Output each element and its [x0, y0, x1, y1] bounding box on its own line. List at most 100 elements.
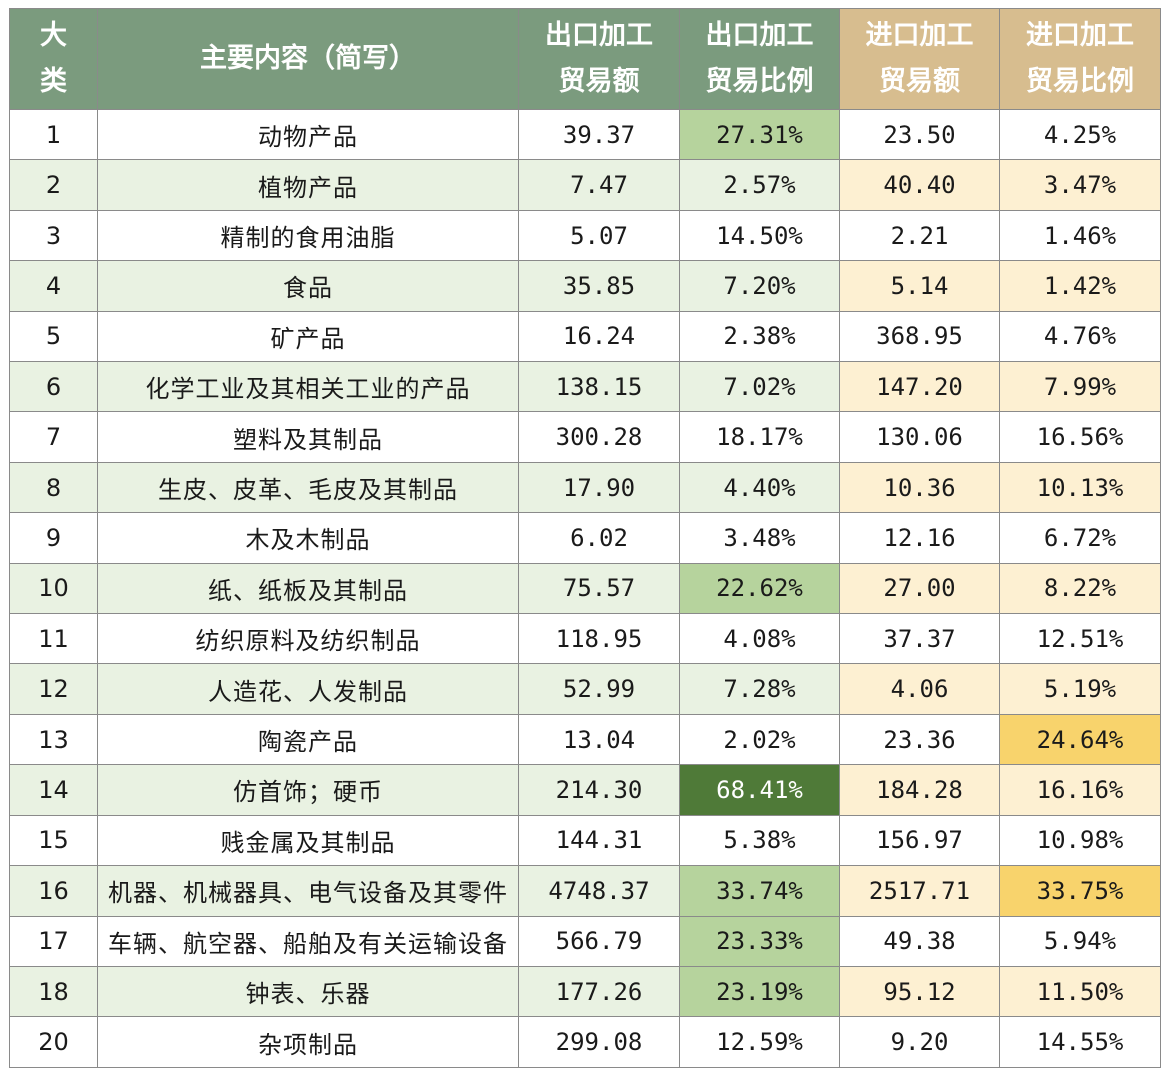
export-ratio-cell: 5.38% — [679, 814, 840, 867]
export-ratio-cell: 7.02% — [679, 361, 840, 413]
item-name-cell: 车辆、航空器、船舶及有关运输设备 — [97, 915, 519, 967]
category-cell: 15 — [9, 814, 98, 867]
category-cell: 16 — [9, 865, 98, 917]
export-ratio-cell: 2.38% — [679, 310, 840, 363]
table-row: 14 仿首饰；硬币 214.30 68.41% 184.28 16.16% — [9, 764, 1161, 816]
export-amount-cell: 300.28 — [518, 411, 680, 463]
export-amount-cell: 35.85 — [518, 260, 680, 312]
import-amount-cell: 368.95 — [839, 310, 1000, 363]
item-name-cell: 生皮、皮革、毛皮及其制品 — [97, 461, 519, 514]
import-ratio-cell: 14.55% — [999, 1016, 1161, 1068]
category-cell: 3 — [9, 209, 98, 262]
import-amount-cell: 23.36 — [839, 713, 1000, 766]
import-ratio-cell: 5.94% — [999, 915, 1161, 967]
export-ratio-cell: 4.08% — [679, 613, 840, 665]
category-cell: 12 — [9, 663, 98, 715]
table-row: 20 杂项制品 299.08 12.59% 9.20 14.55% — [9, 1016, 1161, 1068]
export-amount-cell: 5.07 — [518, 209, 680, 262]
header-name: 主要内容（简写） — [97, 8, 519, 110]
import-ratio-cell: 1.46% — [999, 209, 1161, 262]
item-name-cell: 纺织原料及纺织制品 — [97, 613, 519, 665]
export-ratio-cell: 18.17% — [679, 411, 840, 463]
import-amount-cell: 2517.71 — [839, 865, 1000, 917]
category-cell: 9 — [9, 512, 98, 564]
import-amount-cell: 27.00 — [839, 562, 1000, 615]
category-cell: 18 — [9, 965, 98, 1018]
import-ratio-cell: 3.47% — [999, 159, 1161, 211]
item-name-cell: 动物产品 — [97, 108, 519, 161]
item-name-cell: 食品 — [97, 260, 519, 312]
import-ratio-cell: 16.56% — [999, 411, 1161, 463]
export-ratio-cell: 68.41% — [679, 764, 840, 816]
import-ratio-cell: 24.64% — [999, 713, 1161, 766]
export-ratio-cell: 23.33% — [679, 915, 840, 967]
table-row: 11 纺织原料及纺织制品 118.95 4.08% 37.37 12.51% — [9, 613, 1161, 665]
category-cell: 11 — [9, 613, 98, 665]
import-ratio-cell: 4.76% — [999, 310, 1161, 363]
item-name-cell: 精制的食用油脂 — [97, 209, 519, 262]
import-ratio-cell: 10.13% — [999, 461, 1161, 514]
table-row: 16 机器、机械器具、电气设备及其零件 4748.37 33.74% 2517.71 33… — [9, 865, 1161, 917]
category-cell: 4 — [9, 260, 98, 312]
import-amount-cell: 37.37 — [839, 613, 1000, 665]
category-cell: 17 — [9, 915, 98, 967]
import-amount-cell: 5.14 — [839, 260, 1000, 312]
import-amount-cell: 12.16 — [839, 512, 1000, 564]
import-ratio-cell: 5.19% — [999, 663, 1161, 715]
export-amount-cell: 6.02 — [518, 512, 680, 564]
export-ratio-cell: 22.62% — [679, 562, 840, 615]
import-amount-cell: 4.06 — [839, 663, 1000, 715]
export-amount-cell: 566.79 — [518, 915, 680, 967]
table-row: 18 钟表、乐器 177.26 23.19% 95.12 11.50% — [9, 965, 1161, 1018]
export-ratio-cell: 27.31% — [679, 108, 840, 161]
table-row: 10 纸、纸板及其制品 75.57 22.62% 27.00 8.22% — [9, 562, 1161, 615]
export-amount-cell: 16.24 — [518, 310, 680, 363]
table-row: 3 精制的食用油脂 5.07 14.50% 2.21 1.46% — [9, 209, 1161, 262]
export-ratio-cell: 7.28% — [679, 663, 840, 715]
import-ratio-cell: 11.50% — [999, 965, 1161, 1018]
import-amount-cell: 23.50 — [839, 108, 1000, 161]
category-cell: 10 — [9, 562, 98, 615]
export-ratio-cell: 2.02% — [679, 713, 840, 766]
table-row: 7 塑料及其制品 300.28 18.17% 130.06 16.56% — [9, 411, 1161, 463]
import-amount-cell: 2.21 — [839, 209, 1000, 262]
category-cell: 6 — [9, 361, 98, 413]
export-ratio-cell: 12.59% — [679, 1016, 840, 1068]
header-category: 大类 — [9, 8, 98, 110]
import-amount-cell: 147.20 — [839, 361, 1000, 413]
category-cell: 5 — [9, 310, 98, 363]
header-import-amount: 进口加工 贸易额 — [839, 8, 1000, 110]
import-ratio-cell: 33.75% — [999, 865, 1161, 917]
item-name-cell: 化学工业及其相关工业的产品 — [97, 361, 519, 413]
header-export-ratio: 出口加工 贸易比例 — [679, 8, 840, 110]
import-amount-cell: 40.40 — [839, 159, 1000, 211]
item-name-cell: 木及木制品 — [97, 512, 519, 564]
table-row: 1 动物产品 39.37 27.31% 23.50 4.25% — [9, 108, 1161, 161]
item-name-cell: 矿产品 — [97, 310, 519, 363]
category-cell: 13 — [9, 713, 98, 766]
export-ratio-cell: 4.40% — [679, 461, 840, 514]
table-row: 5 矿产品 16.24 2.38% 368.95 4.76% — [9, 310, 1161, 363]
item-name-cell: 钟表、乐器 — [97, 965, 519, 1018]
export-amount-cell: 214.30 — [518, 764, 680, 816]
export-amount-cell: 138.15 — [518, 361, 680, 413]
item-name-cell: 陶瓷产品 — [97, 713, 519, 766]
item-name-cell: 机器、机械器具、电气设备及其零件 — [97, 865, 519, 917]
table-row: 4 食品 35.85 7.20% 5.14 1.42% — [9, 260, 1161, 312]
import-ratio-cell: 12.51% — [999, 613, 1161, 665]
export-amount-cell: 4748.37 — [518, 865, 680, 917]
category-cell: 20 — [9, 1016, 98, 1068]
category-cell: 14 — [9, 764, 98, 816]
export-amount-cell: 299.08 — [518, 1016, 680, 1068]
import-amount-cell: 9.20 — [839, 1016, 1000, 1068]
table-row: 13 陶瓷产品 13.04 2.02% 23.36 24.64% — [9, 713, 1161, 766]
import-amount-cell: 184.28 — [839, 764, 1000, 816]
table-row: 12 人造花、人发制品 52.99 7.28% 4.06 5.19% — [9, 663, 1161, 715]
import-ratio-cell: 6.72% — [999, 512, 1161, 564]
header-row: 大类 主要内容（简写） 出口加工 贸易额 出口加工 贸易比例 进口加工 贸易额 进口加… — [9, 8, 1161, 110]
export-amount-cell: 39.37 — [518, 108, 680, 161]
import-amount-cell: 95.12 — [839, 965, 1000, 1018]
import-ratio-cell: 4.25% — [999, 108, 1161, 161]
category-cell: 2 — [9, 159, 98, 211]
export-ratio-cell: 3.48% — [679, 512, 840, 564]
